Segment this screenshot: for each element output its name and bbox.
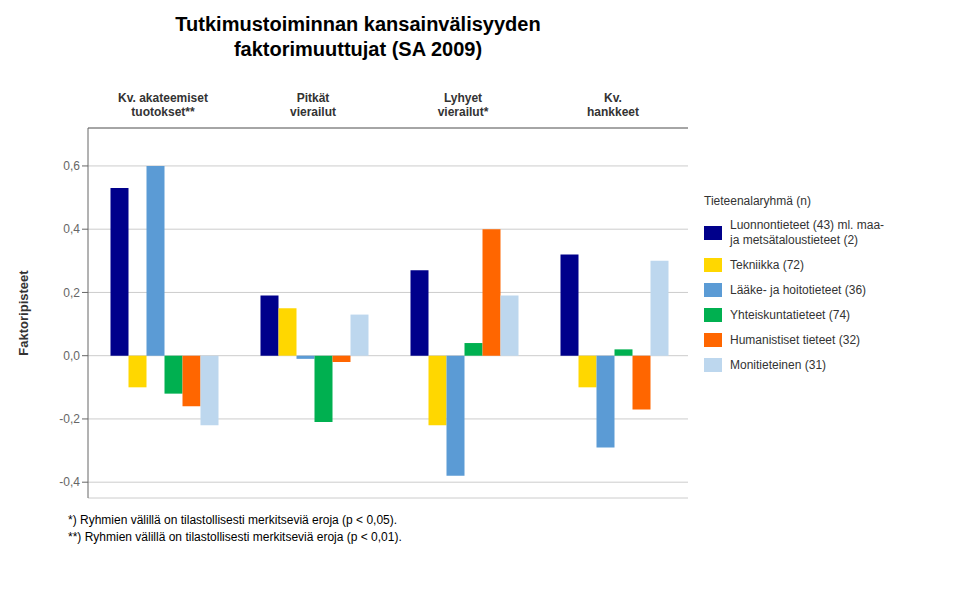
svg-text:Faktoripisteet: Faktoripisteet [16, 270, 31, 356]
svg-text:Kv. akateemisettuotokset**: Kv. akateemisettuotokset** [118, 91, 208, 119]
html-text:Monitieteinen (31): Monitieteinen (31) [730, 357, 827, 372]
html-text:Tutkimustoiminnan kansainvälis: Tutkimustoiminnan kansainvälisyyden [175, 13, 541, 35]
html-text:Tekniikka (72): Tekniikka (72) [730, 257, 804, 272]
svg-text:Kv.hankkeet: Kv.hankkeet [587, 91, 639, 119]
svg-text:0,6: 0,6 [63, 159, 80, 173]
svg-text:0,2: 0,2 [63, 286, 80, 300]
html-text:**) Ryhmien välillä on tilasto: **) Ryhmien välillä on tilastollisesti m… [68, 530, 402, 544]
svg-text:0,4: 0,4 [63, 222, 80, 236]
html-text:Yhteiskuntatieteet (74): Yhteiskuntatieteet (74) [730, 307, 851, 322]
html-text:*) Ryhmien välillä on tilastol: *) Ryhmien välillä on tilastollisesti me… [68, 513, 398, 527]
svg-text:Pitkätvierailut: Pitkätvierailut [290, 91, 336, 119]
html-text:Tieteenalaryhmä (n): Tieteenalaryhmä (n) [704, 193, 811, 208]
svg-text:-0,2: -0,2 [59, 412, 80, 426]
svg-text:Lyhyetvierailut*: Lyhyetvierailut* [438, 91, 489, 119]
svg-text:0,0: 0,0 [63, 349, 80, 363]
html-text:Lääke- ja hoitotieteet (36): Lääke- ja hoitotieteet (36) [730, 282, 867, 297]
html-text:faktorimuuttujat (SA 2009): faktorimuuttujat (SA 2009) [233, 38, 483, 60]
html-text:Humanistiset tieteet (32): Humanistiset tieteet (32) [730, 332, 861, 347]
svg-text:-0,4: -0,4 [59, 475, 80, 489]
html-text:Luonnontieteet (43) ml. maa- j: Luonnontieteet (43) ml. maa- ja metsätal… [730, 217, 885, 247]
